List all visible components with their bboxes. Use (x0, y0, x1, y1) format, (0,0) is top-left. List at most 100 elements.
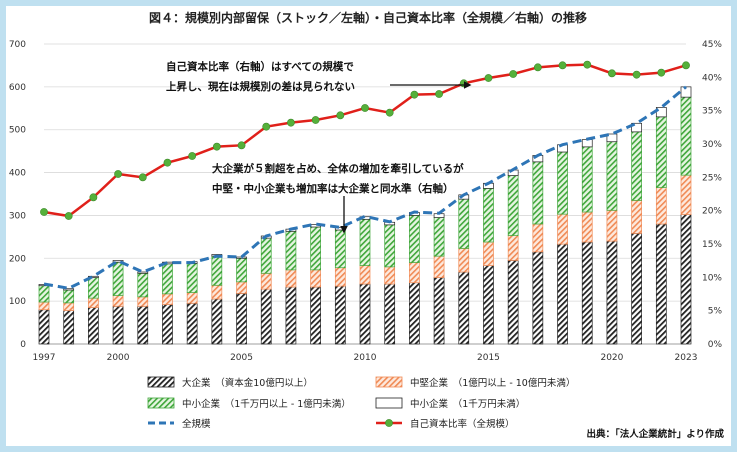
y-left-tick-label: 300 (9, 211, 26, 221)
x-tick-label: 2020 (600, 353, 623, 363)
annotation-2-line-1: 大企業が５割超を占め、全体の増加を牽引しているが (212, 162, 464, 175)
bar-segment-midsize (532, 223, 544, 253)
bar-segment-large (483, 265, 494, 345)
y-right-tick-label: 40% (702, 73, 722, 83)
line-all-sizes (43, 85, 687, 290)
bar-segment-large (557, 243, 568, 345)
bar-segment-midsize (137, 296, 149, 307)
legend-label-micro: 中小企業 （1千万円未満） (410, 398, 525, 410)
bar-segment-midsize (483, 241, 494, 266)
point-equity-ratio (163, 158, 172, 167)
bar-segment-large (433, 277, 445, 345)
bar-segment-large (285, 286, 297, 345)
y-right-tick-label: 20% (702, 207, 722, 217)
bar-segment-micro (88, 275, 99, 278)
bar-segment-micro (112, 260, 124, 263)
chart-title: 図４：規模別内部留保（ストック／左軸）・自己資本比率（全規模／右軸）の推移 (149, 10, 587, 25)
bar-segment-large (532, 251, 544, 345)
bar-segment-small (680, 96, 692, 176)
bar-segment-midsize (359, 265, 371, 285)
point-equity-ratio (237, 141, 246, 150)
bar-segment-large (260, 288, 272, 345)
legend-label-equity-ratio: 自己資本比率（全規模） (410, 418, 515, 430)
x-tick-label: 2015 (477, 353, 500, 363)
bar-segment-large (631, 233, 642, 345)
y-left-tick-label: 0 (20, 340, 26, 350)
bar-segment-micro (137, 271, 149, 274)
bar-segment-midsize (186, 292, 198, 304)
legend-label-all-sizes: 全規模 (182, 418, 211, 430)
bar-segment-midsize (606, 209, 618, 242)
y-right-tick-label: 25% (702, 173, 722, 183)
legend-label-small: 中小企業 （1千万円以上 - 1億円未満） (182, 398, 351, 410)
bar-segment-large (334, 285, 346, 345)
point-equity-ratio (287, 118, 295, 127)
stacked-bars (38, 86, 692, 345)
bar-segment-midsize (63, 302, 75, 311)
point-equity-ratio (114, 170, 122, 178)
bar-segment-midsize (507, 235, 519, 261)
legend-marker-equity-ratio (385, 419, 393, 427)
bar-segment-small (162, 263, 173, 295)
bar-segment-micro (631, 122, 642, 133)
point-equity-ratio (435, 90, 443, 98)
bar-segment-small (236, 257, 247, 283)
bar-segment-large (38, 309, 50, 345)
bar-segment-midsize (112, 295, 124, 307)
bar-segment-small (483, 188, 494, 243)
bar-segment-large (409, 282, 420, 345)
bar-segment-small (409, 215, 420, 263)
bar-segment-small (260, 237, 272, 274)
line-series (40, 60, 690, 290)
bar-segment-small (384, 224, 396, 268)
point-equity-ratio (89, 193, 98, 202)
bar-segment-small (334, 229, 346, 269)
x-tick-label: 2010 (354, 353, 377, 363)
point-equity-ratio (311, 116, 320, 124)
bar-segment-small (88, 277, 99, 299)
bar-segment-midsize (236, 281, 247, 294)
x-tick-label: 2023 (675, 353, 698, 363)
bar-segment-small (433, 217, 445, 257)
bar-segment-small (557, 151, 568, 215)
y-left-tick-label: 200 (9, 254, 26, 264)
bar-segment-small (38, 285, 50, 303)
legend-swatch-large (147, 376, 175, 388)
bar-segment-micro (606, 133, 618, 143)
point-equity-ratio (657, 68, 666, 77)
bar-segment-small (359, 218, 371, 266)
bar-segment-midsize (38, 301, 50, 311)
bar-segment-small (285, 230, 297, 271)
y-right-tick-label: 0% (708, 340, 723, 350)
point-equity-ratio (262, 122, 271, 131)
bar-segment-small (655, 116, 667, 188)
point-equity-ratio (336, 111, 345, 120)
bar-segment-small (458, 198, 470, 249)
point-equity-ratio (410, 90, 419, 99)
y-left-tick-label: 100 (9, 297, 26, 307)
bar-segment-large (162, 304, 173, 345)
annotation-2-line-2: 中堅・中小企業も増加率は大企業と同水準（右軸） (212, 182, 454, 195)
point-equity-ratio (583, 60, 592, 69)
bar-segment-small (63, 289, 75, 304)
point-equity-ratio (484, 74, 493, 82)
x-tick-label: 2000 (107, 353, 130, 363)
y-left-tick-label: 400 (9, 169, 26, 179)
bar-segment-small (532, 161, 544, 225)
legend-swatch-small (147, 397, 175, 409)
bar-segment-large (88, 307, 99, 345)
point-equity-ratio (385, 108, 394, 117)
x-tick-label: 1997 (33, 353, 56, 363)
point-equity-ratio (361, 104, 369, 112)
bar-segment-large (63, 310, 75, 345)
bar-segment-midsize (458, 248, 470, 273)
bar-segment-small (310, 226, 321, 271)
bar-segment-small (112, 261, 124, 296)
y-left-tick-label: 500 (9, 126, 26, 136)
bar-segment-midsize (211, 284, 223, 300)
bar-segment-small (137, 272, 149, 298)
bar-segment-midsize (384, 266, 396, 285)
y-right-tick-label: 15% (702, 240, 722, 250)
point-equity-ratio (64, 212, 73, 220)
